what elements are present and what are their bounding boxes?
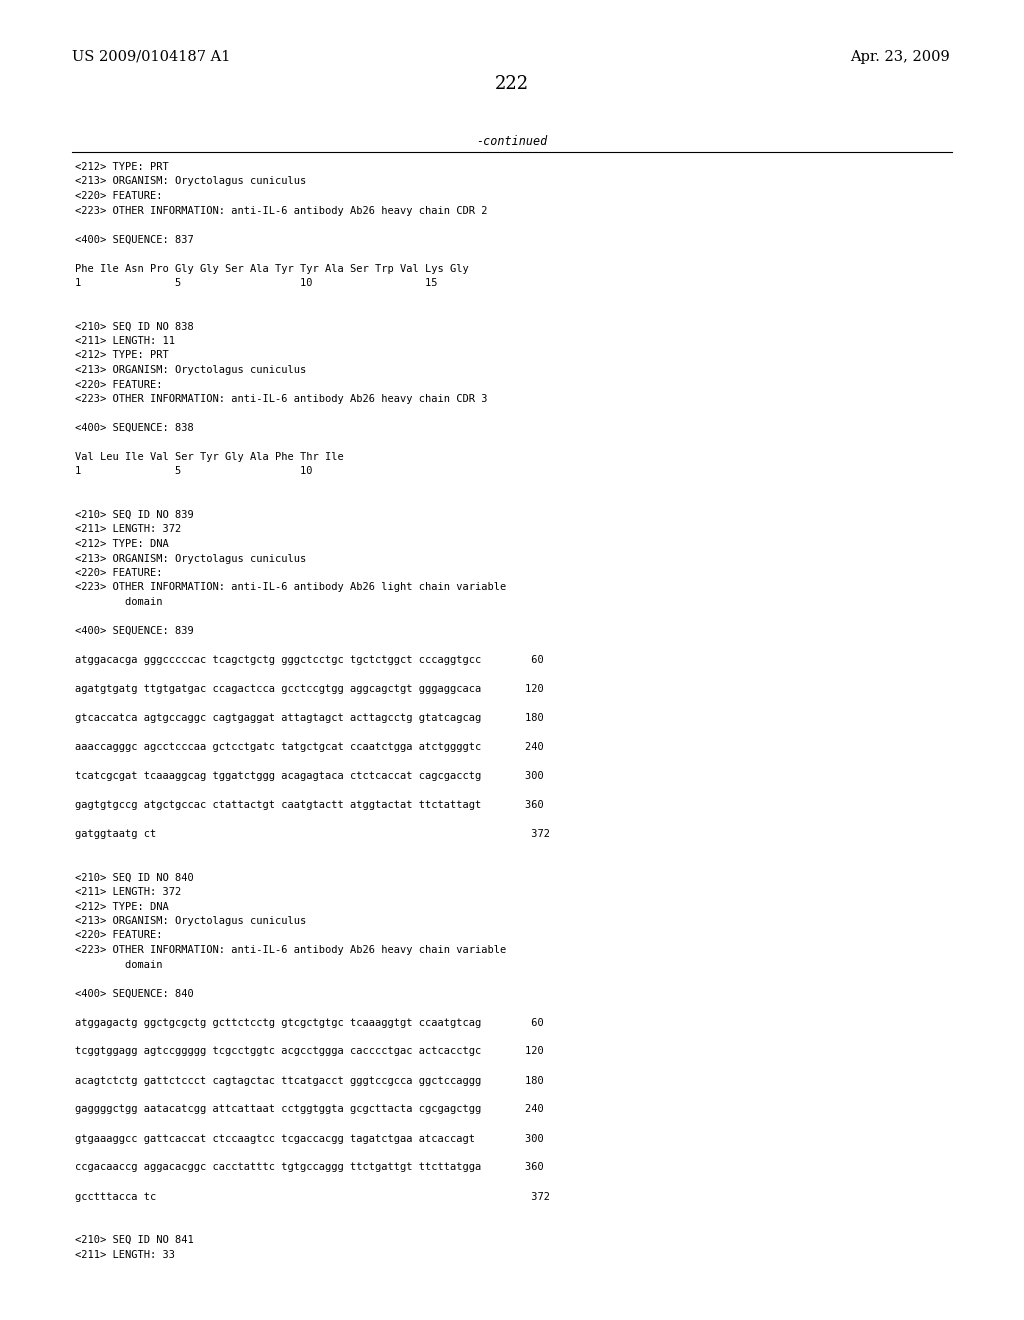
- Text: <220> FEATURE:: <220> FEATURE:: [75, 191, 163, 201]
- Text: <211> LENGTH: 372: <211> LENGTH: 372: [75, 524, 181, 535]
- Text: <210> SEQ ID NO 838: <210> SEQ ID NO 838: [75, 322, 194, 331]
- Text: <210> SEQ ID NO 841: <210> SEQ ID NO 841: [75, 1236, 194, 1245]
- Text: gtgaaaggcc gattcaccat ctccaagtcc tcgaccacgg tagatctgaa atcaccagt        300: gtgaaaggcc gattcaccat ctccaagtcc tcgacca…: [75, 1134, 544, 1143]
- Text: domain: domain: [75, 597, 163, 607]
- Text: <213> ORGANISM: Oryctolagus cuniculus: <213> ORGANISM: Oryctolagus cuniculus: [75, 916, 306, 927]
- Text: agatgtgatg ttgtgatgac ccagactcca gcctccgtgg aggcagctgt gggaggcaca       120: agatgtgatg ttgtgatgac ccagactcca gcctccg…: [75, 684, 544, 694]
- Text: 222: 222: [495, 75, 529, 92]
- Text: <213> ORGANISM: Oryctolagus cuniculus: <213> ORGANISM: Oryctolagus cuniculus: [75, 553, 306, 564]
- Text: atggagactg ggctgcgctg gcttctcctg gtcgctgtgc tcaaaggtgt ccaatgtcag        60: atggagactg ggctgcgctg gcttctcctg gtcgctg…: [75, 1018, 544, 1027]
- Text: <220> FEATURE:: <220> FEATURE:: [75, 380, 163, 389]
- Text: <400> SEQUENCE: 838: <400> SEQUENCE: 838: [75, 422, 194, 433]
- Text: Phe Ile Asn Pro Gly Gly Ser Ala Tyr Tyr Ala Ser Trp Val Lys Gly: Phe Ile Asn Pro Gly Gly Ser Ala Tyr Tyr …: [75, 264, 469, 273]
- Text: 1               5                   10: 1 5 10: [75, 466, 312, 477]
- Text: tcatcgcgat tcaaaggcag tggatctggg acagagtaca ctctcaccat cagcgacctg       300: tcatcgcgat tcaaaggcag tggatctggg acagagt…: [75, 771, 544, 781]
- Text: <210> SEQ ID NO 840: <210> SEQ ID NO 840: [75, 873, 194, 883]
- Text: <223> OTHER INFORMATION: anti-IL-6 antibody Ab26 heavy chain variable: <223> OTHER INFORMATION: anti-IL-6 antib…: [75, 945, 506, 954]
- Text: <220> FEATURE:: <220> FEATURE:: [75, 568, 163, 578]
- Text: domain: domain: [75, 960, 163, 969]
- Text: <400> SEQUENCE: 837: <400> SEQUENCE: 837: [75, 235, 194, 244]
- Text: gtcaccatca agtgccaggc cagtgaggat attagtagct acttagcctg gtatcagcag       180: gtcaccatca agtgccaggc cagtgaggat attagta…: [75, 713, 544, 723]
- Text: Apr. 23, 2009: Apr. 23, 2009: [850, 50, 950, 63]
- Text: <220> FEATURE:: <220> FEATURE:: [75, 931, 163, 940]
- Text: <400> SEQUENCE: 840: <400> SEQUENCE: 840: [75, 989, 194, 998]
- Text: -continued: -continued: [476, 135, 548, 148]
- Text: <213> ORGANISM: Oryctolagus cuniculus: <213> ORGANISM: Oryctolagus cuniculus: [75, 177, 306, 186]
- Text: <223> OTHER INFORMATION: anti-IL-6 antibody Ab26 heavy chain CDR 2: <223> OTHER INFORMATION: anti-IL-6 antib…: [75, 206, 487, 215]
- Text: gagtgtgccg atgctgccac ctattactgt caatgtactt atggtactat ttctattagt       360: gagtgtgccg atgctgccac ctattactgt caatgta…: [75, 800, 544, 810]
- Text: <212> TYPE: DNA: <212> TYPE: DNA: [75, 902, 169, 912]
- Text: atggacacga gggcccccac tcagctgctg gggctcctgc tgctctggct cccaggtgcc        60: atggacacga gggcccccac tcagctgctg gggctcc…: [75, 655, 544, 665]
- Text: gaggggctgg aatacatcgg attcattaat cctggtggta gcgcttacta cgcgagctgg       240: gaggggctgg aatacatcgg attcattaat cctggtg…: [75, 1105, 544, 1114]
- Text: <211> LENGTH: 11: <211> LENGTH: 11: [75, 337, 175, 346]
- Text: <223> OTHER INFORMATION: anti-IL-6 antibody Ab26 light chain variable: <223> OTHER INFORMATION: anti-IL-6 antib…: [75, 582, 506, 593]
- Text: 1               5                   10                  15: 1 5 10 15: [75, 279, 437, 288]
- Text: <211> LENGTH: 372: <211> LENGTH: 372: [75, 887, 181, 898]
- Text: <210> SEQ ID NO 839: <210> SEQ ID NO 839: [75, 510, 194, 520]
- Text: tcggtggagg agtccggggg tcgcctggtc acgcctggga cacccctgac actcacctgc       120: tcggtggagg agtccggggg tcgcctggtc acgcctg…: [75, 1047, 544, 1056]
- Text: <213> ORGANISM: Oryctolagus cuniculus: <213> ORGANISM: Oryctolagus cuniculus: [75, 366, 306, 375]
- Text: <211> LENGTH: 33: <211> LENGTH: 33: [75, 1250, 175, 1259]
- Text: aaaccagggc agcctcccaa gctcctgatc tatgctgcat ccaatctgga atctggggtc       240: aaaccagggc agcctcccaa gctcctgatc tatgctg…: [75, 742, 544, 752]
- Text: <212> TYPE: DNA: <212> TYPE: DNA: [75, 539, 169, 549]
- Text: <223> OTHER INFORMATION: anti-IL-6 antibody Ab26 heavy chain CDR 3: <223> OTHER INFORMATION: anti-IL-6 antib…: [75, 393, 487, 404]
- Text: Val Leu Ile Val Ser Tyr Gly Ala Phe Thr Ile: Val Leu Ile Val Ser Tyr Gly Ala Phe Thr …: [75, 451, 344, 462]
- Text: <212> TYPE: PRT: <212> TYPE: PRT: [75, 351, 169, 360]
- Text: <400> SEQUENCE: 839: <400> SEQUENCE: 839: [75, 626, 194, 636]
- Text: gcctttacca tc                                                            372: gcctttacca tc 372: [75, 1192, 550, 1201]
- Text: gatggtaatg ct                                                            372: gatggtaatg ct 372: [75, 829, 550, 840]
- Text: ccgacaaccg aggacacggc cacctatttc tgtgccaggg ttctgattgt ttcttatgga       360: ccgacaaccg aggacacggc cacctatttc tgtgcca…: [75, 1163, 544, 1172]
- Text: <212> TYPE: PRT: <212> TYPE: PRT: [75, 162, 169, 172]
- Text: US 2009/0104187 A1: US 2009/0104187 A1: [72, 50, 230, 63]
- Text: acagtctctg gattctccct cagtagctac ttcatgacct gggtccgcca ggctccaggg       180: acagtctctg gattctccct cagtagctac ttcatga…: [75, 1076, 544, 1085]
